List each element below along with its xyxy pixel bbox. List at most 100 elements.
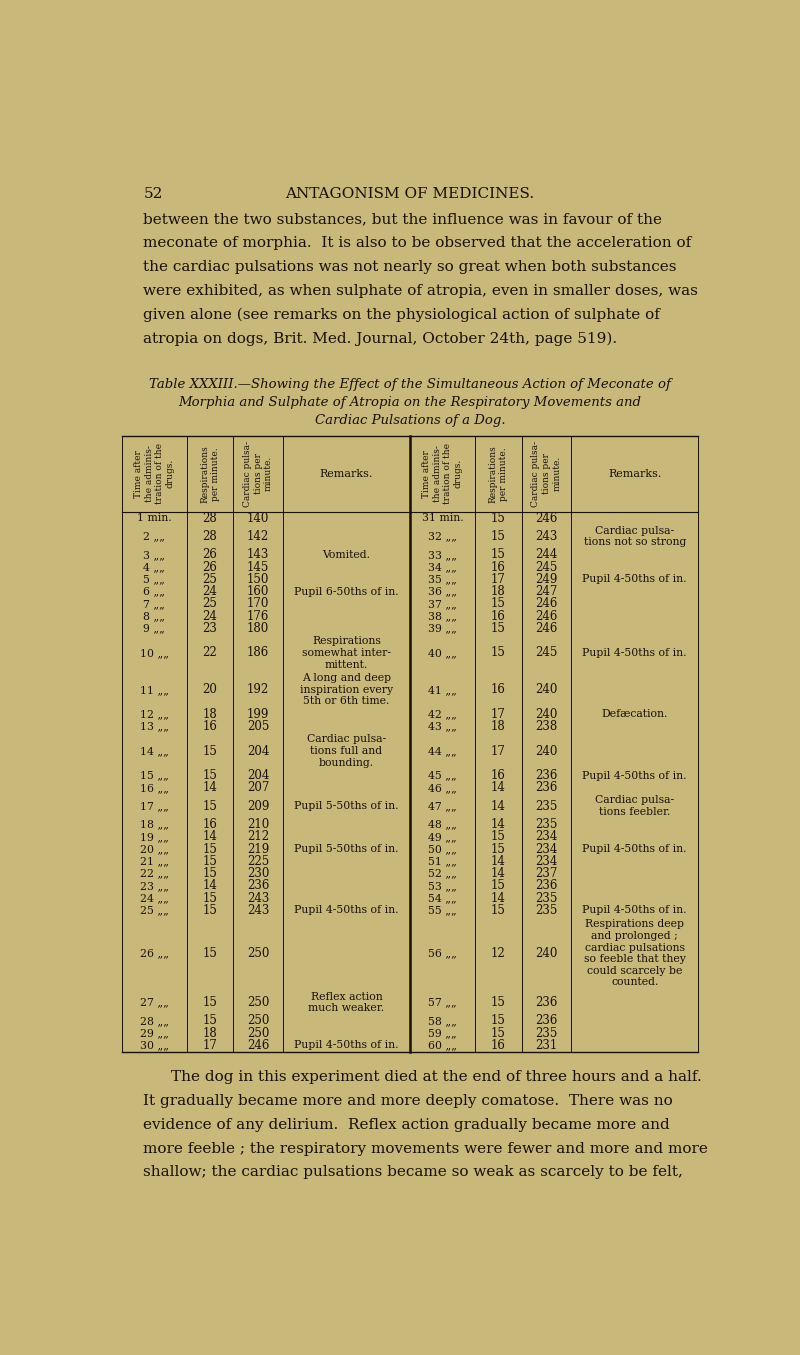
Text: 33 „„: 33 „„ — [428, 550, 457, 560]
Text: 42 „„: 42 „„ — [428, 709, 457, 720]
Text: 243: 243 — [247, 904, 270, 917]
Text: 186: 186 — [247, 646, 270, 660]
Text: 244: 244 — [535, 549, 558, 561]
Text: 44 „„: 44 „„ — [428, 747, 457, 756]
Text: 204: 204 — [247, 744, 270, 757]
Text: 240: 240 — [535, 744, 558, 757]
Text: Remarks.: Remarks. — [320, 469, 373, 478]
Text: 16: 16 — [202, 818, 218, 831]
Text: 247: 247 — [535, 585, 558, 598]
Text: 15: 15 — [491, 831, 506, 843]
Text: 10 „„: 10 „„ — [140, 648, 169, 659]
Text: 18: 18 — [202, 707, 218, 721]
Text: 150: 150 — [247, 573, 270, 585]
Text: 212: 212 — [247, 831, 269, 843]
Text: 17: 17 — [491, 744, 506, 757]
Text: 12 „„: 12 „„ — [140, 709, 169, 720]
Text: 14: 14 — [202, 879, 218, 893]
Text: 59 „„: 59 „„ — [428, 1028, 457, 1038]
Text: Respirations
per minute.: Respirations per minute. — [489, 444, 508, 503]
Text: Pupil 4-50ths of in.: Pupil 4-50ths of in. — [582, 905, 687, 916]
Text: 245: 245 — [535, 646, 558, 660]
Text: Remarks.: Remarks. — [608, 469, 662, 478]
Text: 246: 246 — [247, 1039, 270, 1051]
Text: 243: 243 — [247, 892, 270, 905]
Text: 237: 237 — [535, 867, 558, 881]
Text: 16: 16 — [491, 610, 506, 623]
Text: 32 „„: 32 „„ — [428, 531, 457, 542]
Text: 199: 199 — [247, 707, 270, 721]
Text: 41 „„: 41 „„ — [428, 684, 457, 695]
Text: 176: 176 — [247, 610, 270, 623]
Text: 25 „„: 25 „„ — [140, 905, 169, 916]
Text: 14: 14 — [202, 831, 218, 843]
Text: The dog in this experiment died at the end of three hours and a half.: The dog in this experiment died at the e… — [171, 1070, 702, 1084]
Text: 20: 20 — [202, 683, 218, 696]
Text: 142: 142 — [247, 530, 270, 543]
Text: 205: 205 — [247, 720, 270, 733]
Text: 49 „„: 49 „„ — [428, 832, 457, 841]
Text: 16: 16 — [491, 561, 506, 573]
Text: It gradually became more and more deeply comatose.  There was no: It gradually became more and more deeply… — [143, 1093, 673, 1108]
Text: 2 „„: 2 „„ — [143, 531, 166, 542]
Text: Pupil 4-50ths of in.: Pupil 4-50ths of in. — [582, 844, 687, 854]
Text: 170: 170 — [247, 598, 270, 610]
Text: 250: 250 — [247, 996, 270, 1009]
Text: 236: 236 — [535, 1015, 558, 1027]
Text: 15: 15 — [202, 996, 218, 1009]
Text: 28: 28 — [202, 512, 218, 524]
Text: 15: 15 — [202, 799, 218, 813]
Text: 30 „„: 30 „„ — [140, 1041, 169, 1050]
Text: 52: 52 — [143, 187, 162, 201]
Text: 23 „„: 23 „„ — [140, 881, 169, 892]
Text: 236: 236 — [535, 782, 558, 794]
Text: 24: 24 — [202, 610, 218, 623]
Text: Time after
the adminis-
tration of the
drugs.: Time after the adminis- tration of the d… — [422, 443, 462, 504]
Text: 47 „„: 47 „„ — [428, 801, 457, 812]
Text: 29 „„: 29 „„ — [140, 1028, 169, 1038]
Text: 53 „„: 53 „„ — [428, 881, 457, 892]
Text: 12: 12 — [491, 947, 506, 959]
Text: 246: 246 — [535, 610, 558, 623]
Text: 15: 15 — [202, 843, 218, 855]
Text: Vomited.: Vomited. — [322, 550, 370, 560]
Text: 16 „„: 16 „„ — [140, 783, 169, 793]
Text: 180: 180 — [247, 622, 270, 635]
Text: 235: 235 — [535, 1027, 558, 1039]
Text: Respirations
somewhat inter-
mittent.: Respirations somewhat inter- mittent. — [302, 637, 391, 669]
Text: 234: 234 — [535, 831, 558, 843]
Text: 145: 145 — [247, 561, 270, 573]
Text: 14: 14 — [491, 782, 506, 794]
Text: 15: 15 — [491, 512, 506, 524]
Text: shallow; the cardiac pulsations became so weak as scarcely to be felt,: shallow; the cardiac pulsations became s… — [143, 1165, 683, 1179]
Text: 15: 15 — [491, 879, 506, 893]
Text: 160: 160 — [247, 585, 270, 598]
Text: 249: 249 — [535, 573, 558, 585]
Text: 15: 15 — [202, 892, 218, 905]
Text: 55 „„: 55 „„ — [428, 905, 457, 916]
Text: 16: 16 — [491, 1039, 506, 1051]
Text: 234: 234 — [535, 843, 558, 855]
Text: 16: 16 — [202, 720, 218, 733]
Text: 18: 18 — [491, 720, 506, 733]
Text: 140: 140 — [247, 512, 270, 524]
Text: 48 „„: 48 „„ — [428, 820, 457, 829]
Text: 46 „„: 46 „„ — [428, 783, 457, 793]
Text: 6 „„: 6 „„ — [143, 587, 166, 596]
Text: 235: 235 — [535, 818, 558, 831]
Text: 14: 14 — [491, 867, 506, 881]
Text: Defæcation.: Defæcation. — [602, 709, 668, 720]
Text: 43 „„: 43 „„ — [428, 721, 457, 732]
Text: 28 „„: 28 „„ — [140, 1016, 169, 1026]
Text: 22 „„: 22 „„ — [140, 869, 169, 878]
Text: 250: 250 — [247, 1027, 270, 1039]
Text: 16: 16 — [491, 683, 506, 696]
Text: 35 „„: 35 „„ — [428, 575, 457, 584]
Text: Respirations deep
and prolonged ;
cardiac pulsations
so feeble that they
could s: Respirations deep and prolonged ; cardia… — [584, 920, 686, 988]
Text: Time after
the adminis-
tration of the
drugs.: Time after the adminis- tration of the d… — [134, 443, 174, 504]
Text: Cardiac pulsa-
tions feebler.: Cardiac pulsa- tions feebler. — [595, 795, 674, 817]
Text: 15: 15 — [202, 947, 218, 959]
Text: 15: 15 — [202, 855, 218, 869]
Text: 19 „„: 19 „„ — [140, 832, 169, 841]
Text: 18: 18 — [202, 1027, 218, 1039]
